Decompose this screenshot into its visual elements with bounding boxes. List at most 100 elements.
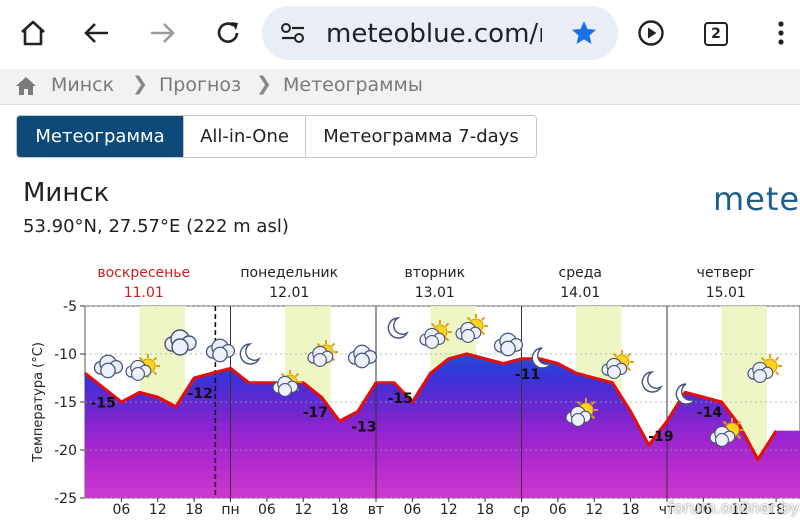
- tab-count-button[interactable]: 2: [704, 22, 728, 46]
- breadcrumb-separator: ❯: [256, 74, 272, 95]
- day-date-label: 11.01: [124, 285, 164, 301]
- cloud-icon: [347, 344, 378, 369]
- reload-icon[interactable]: [205, 10, 251, 56]
- meteoblue-logo[interactable]: meteo: [713, 180, 800, 218]
- tab-all-in-one[interactable]: All-in-One: [184, 116, 306, 157]
- breadcrumb-separator: ❯: [132, 74, 148, 95]
- temperature-fill: [85, 354, 800, 498]
- moon-icon: [239, 343, 261, 365]
- day-date-label: 14.01: [560, 285, 600, 301]
- temperature-value-label: -17: [303, 405, 328, 421]
- watermark: forum.onliner.by: [668, 498, 800, 517]
- temperature-band: [85, 373, 800, 384]
- cloud-icon: [493, 332, 524, 357]
- x-tick-label: 12: [585, 502, 603, 518]
- temperature-value-label: -12: [188, 386, 213, 402]
- cloud-icon: [455, 321, 482, 343]
- temperature-value-label: -15: [91, 396, 116, 412]
- breadcrumb-item-city[interactable]: Минск: [51, 74, 115, 96]
- breadcrumb-item-forecast[interactable]: Прогноз: [159, 74, 242, 96]
- more-menu-icon[interactable]: [758, 10, 800, 56]
- x-tick-label: 18: [476, 502, 494, 518]
- cloud-icon: [93, 354, 124, 379]
- day-name-label: четверг: [697, 265, 755, 281]
- cloud-icon: [709, 425, 736, 447]
- x-tick-label: 12: [731, 502, 749, 518]
- day-name-label: вторник: [404, 265, 465, 281]
- temperature-band: [85, 478, 800, 489]
- x-tick-label: 12: [440, 502, 458, 518]
- day-name-label: среда: [559, 265, 602, 281]
- x-tick-label: 18: [767, 502, 785, 518]
- meteogram-svg: воскресенье 11.01 понедельник 12.01 вторник 1…: [31, 265, 800, 518]
- location-name: Минск: [23, 178, 110, 208]
- breadcrumb: Минск ❯ Прогноз ❯ Метеограммы: [0, 69, 800, 105]
- y-tick-label: -25: [54, 491, 77, 507]
- x-tick-label: 18: [185, 502, 203, 518]
- temperature-band: [85, 411, 800, 422]
- day-name-label: воскресенье: [97, 265, 190, 281]
- home-breadcrumb-icon[interactable]: [15, 76, 37, 101]
- x-tick-label: 06: [694, 502, 712, 518]
- y-tick-label: -20: [54, 443, 77, 459]
- cloud-icon: [307, 345, 334, 367]
- temperature-band: [85, 469, 800, 480]
- x-tick-label: 18: [622, 502, 640, 518]
- temperature-value-label: -14: [697, 405, 723, 421]
- temperature-band: [85, 392, 800, 403]
- meteogram-chart: воскресенье 11.01 понедельник 12.01 вторник 1…: [0, 258, 800, 528]
- x-tick-label: 12: [149, 502, 167, 518]
- day-date-label: 12.01: [269, 285, 309, 301]
- x-tick-label: пн: [221, 502, 239, 518]
- cloud-icon: [419, 327, 446, 349]
- cloud-icon: [601, 357, 628, 379]
- temperature-band: [85, 363, 800, 374]
- cloud-icon: [125, 359, 152, 381]
- bookmark-star-icon[interactable]: [570, 19, 598, 52]
- media-play-icon[interactable]: [628, 10, 674, 56]
- x-tick-label: 06: [403, 502, 421, 518]
- moon-icon: [675, 383, 697, 405]
- temperature-band: [85, 430, 800, 441]
- meteogram-tabs: Метеограмма All-in-One Метеограмма 7-day…: [16, 115, 537, 158]
- cloud-icon: [747, 361, 774, 383]
- day-date-label: 15.01: [706, 285, 746, 301]
- url-text[interactable]: meteoblue.com/r: [326, 19, 542, 49]
- tab-meteogram[interactable]: Метеограмма: [17, 116, 184, 157]
- y-tick-label: -5: [63, 299, 77, 315]
- temperature-value-label: -11: [515, 367, 540, 383]
- location-coordinates: 53.90°N, 27.57°E (222 m asl): [23, 216, 289, 237]
- address-bar[interactable]: meteoblue.com/r: [262, 6, 618, 60]
- home-icon[interactable]: [10, 10, 56, 56]
- x-tick-label: 06: [549, 502, 567, 518]
- temperature-line: [84, 352, 778, 462]
- cloud-icon: [164, 329, 197, 356]
- breadcrumb-item-meteograms[interactable]: Метеограммы: [283, 74, 423, 96]
- temperature-band: [85, 402, 800, 413]
- moon-icon: [531, 347, 553, 369]
- x-tick-label: вт: [368, 502, 384, 518]
- moon-icon: [387, 317, 409, 339]
- temperature-band: [85, 450, 800, 461]
- x-tick-label: ср: [513, 502, 530, 518]
- x-tick-label: 06: [112, 502, 130, 518]
- back-arrow-icon[interactable]: [74, 10, 120, 56]
- temperature-band: [85, 382, 800, 393]
- temperature-value-label: -19: [648, 429, 673, 445]
- forward-arrow-icon[interactable]: [139, 10, 185, 56]
- x-tick-label: 18: [331, 502, 349, 518]
- x-tick-label: 12: [294, 502, 312, 518]
- moon-icon: [641, 371, 663, 393]
- cloud-icon: [205, 338, 236, 363]
- cloud-icon: [272, 375, 299, 397]
- temperature-band: [85, 421, 800, 432]
- y-tick-label: -15: [54, 395, 77, 411]
- day-name-label: понедельник: [240, 265, 338, 281]
- temperature-value-label: -15: [388, 391, 413, 407]
- day-date-label: 13.01: [415, 285, 455, 301]
- temperature-band: [85, 459, 800, 470]
- site-settings-icon[interactable]: [280, 21, 306, 50]
- x-tick-label: 06: [258, 502, 276, 518]
- browser-toolbar: meteoblue.com/r 2: [0, 0, 800, 66]
- tab-meteogram-7-days[interactable]: Метеограмма 7-days: [306, 116, 536, 157]
